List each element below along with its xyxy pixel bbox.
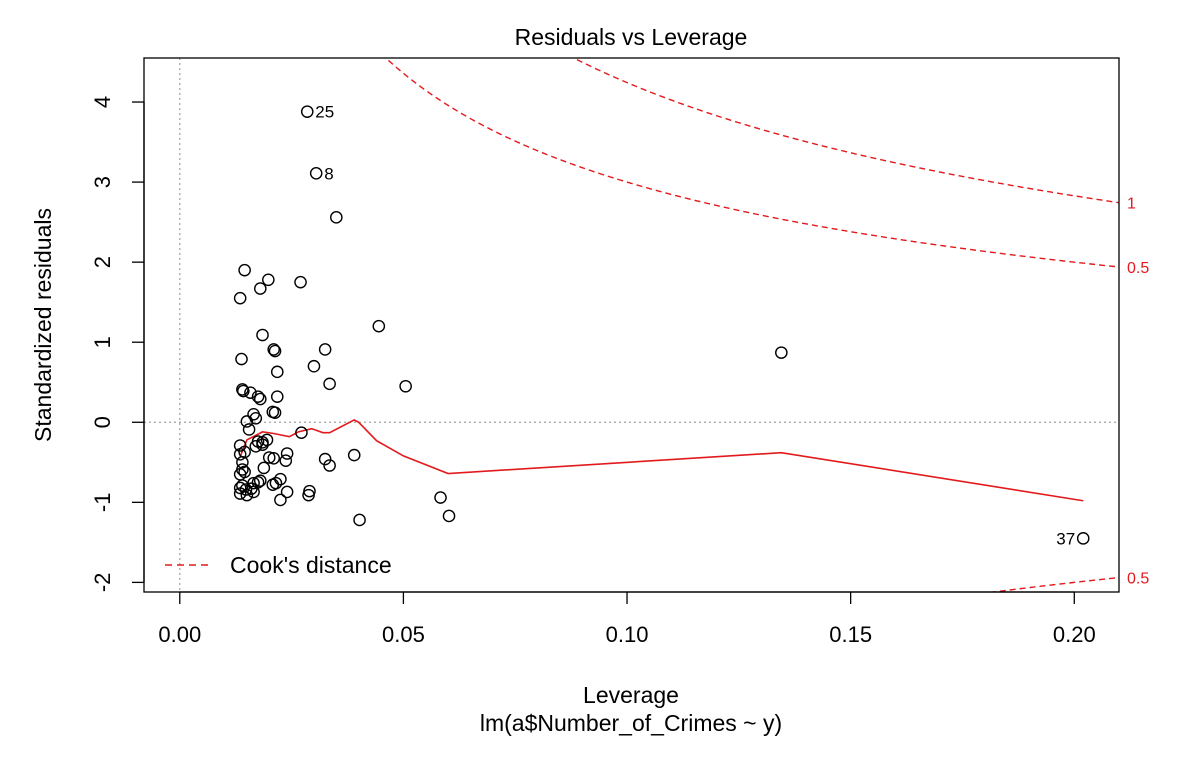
data-point: [323, 459, 336, 472]
y-axis-label: Standardized residuals: [30, 208, 56, 442]
data-point: [1076, 532, 1090, 545]
data-point: [249, 439, 263, 453]
legend: Cook's distance: [165, 552, 392, 578]
data-point: [399, 379, 412, 393]
point-label-25: 25: [315, 103, 334, 122]
x-axis-label: Leverage: [583, 682, 679, 708]
data-point: [233, 291, 247, 305]
y-tick-label: 4: [90, 96, 115, 108]
data-point: [242, 423, 256, 436]
y-axis: -2 -1 0 1 2 3 4: [90, 96, 145, 593]
data-point: [270, 365, 284, 379]
model-formula-subtitle: lm(a$Number_of_Crimes ~ y): [480, 710, 782, 736]
cooks-margin-label: 0.5: [1127, 571, 1149, 588]
data-point: [295, 426, 308, 439]
data-point: [251, 390, 265, 403]
data-point: [267, 451, 281, 465]
point-labels: 25 8 37: [315, 103, 1075, 549]
x-tick-label: 0.00: [158, 622, 201, 647]
data-point: [253, 392, 267, 406]
data-point: [330, 211, 343, 224]
data-point: [247, 485, 260, 499]
data-point: [249, 411, 263, 425]
data-point: [307, 359, 321, 373]
data-point: [268, 406, 282, 419]
data-point: [253, 282, 267, 295]
data-point: [262, 451, 276, 464]
cooks-distance-contours: [384, 58, 1119, 592]
data-point: [318, 343, 332, 356]
data-point: [294, 275, 307, 289]
data-point: [300, 105, 314, 118]
reference-lines: [144, 58, 1119, 592]
data-point: [280, 485, 294, 499]
data-point: [266, 478, 280, 492]
cooks-margin-label: 1: [1127, 196, 1136, 213]
data-point: [347, 448, 361, 462]
data-point: [267, 343, 281, 356]
data-points: [233, 105, 1090, 545]
data-point: [302, 488, 315, 502]
data-point: [309, 166, 323, 180]
x-tick-label: 0.10: [606, 622, 649, 647]
data-point: [262, 273, 275, 287]
cooks-contour-1-upper: [572, 58, 1119, 204]
chart-title: Residuals vs Leverage: [515, 24, 748, 50]
data-point: [274, 493, 287, 507]
data-point: [236, 455, 249, 469]
data-point: [270, 390, 284, 403]
data-point: [442, 509, 456, 523]
data-point: [238, 263, 251, 277]
legend-entry-label: Cook's distance: [230, 552, 392, 578]
data-point: [257, 461, 271, 475]
point-label-8: 8: [324, 164, 333, 183]
data-point: [318, 452, 332, 466]
data-point: [256, 438, 269, 451]
data-point: [256, 328, 269, 342]
data-point: [235, 352, 248, 366]
cooks-margin-label: 0.5: [1127, 260, 1149, 277]
data-point: [353, 513, 366, 527]
plot-frame: [143, 57, 1120, 593]
data-point: [279, 454, 293, 468]
y-tick-label: 1: [90, 336, 115, 348]
y-tick-label: -2: [90, 573, 115, 593]
data-point: [434, 491, 447, 504]
y-tick-label: 3: [90, 176, 115, 188]
smoother-path: [239, 418, 1084, 502]
data-point: [253, 474, 267, 488]
data-point: [372, 319, 386, 333]
point-label-37: 37: [1056, 529, 1075, 548]
data-point: [244, 386, 257, 399]
data-point: [233, 439, 247, 452]
x-tick-label: 0.20: [1053, 622, 1096, 647]
data-point: [240, 415, 254, 428]
data-point: [240, 488, 254, 502]
y-tick-label: 0: [90, 416, 115, 428]
x-axis: 0.00 0.05 0.10 0.15 0.20: [158, 591, 1096, 647]
data-point: [236, 384, 250, 398]
data-point: [233, 447, 247, 461]
data-point: [775, 346, 788, 359]
x-tick-label: 0.15: [829, 622, 872, 647]
data-point: [268, 344, 282, 358]
data-point: [323, 377, 336, 391]
smoother-line: [239, 418, 1084, 502]
data-point: [233, 487, 247, 500]
cooks-contour-0.5-upper: [384, 58, 1119, 268]
cooks-margin-labels: 1 0.5 0.5: [1127, 196, 1149, 588]
data-point: [280, 447, 294, 460]
data-point: [245, 482, 258, 496]
x-tick-label: 0.05: [382, 622, 425, 647]
y-tick-label: 2: [90, 256, 115, 268]
y-tick-label: -1: [90, 493, 115, 513]
